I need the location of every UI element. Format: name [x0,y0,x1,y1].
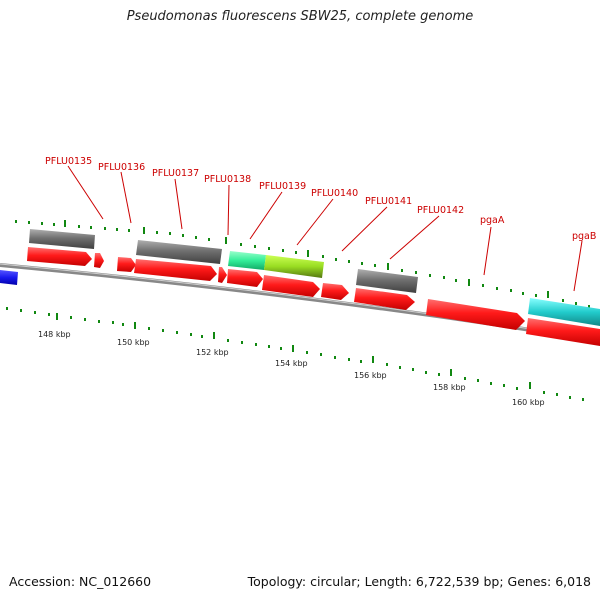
gene-label-pflu0137: PFLU0137 [152,168,199,179]
scale-label-160: 160 kbp [512,398,545,407]
gene-label-pgaa: pgaA [480,215,505,226]
genome-backbone-highlight [0,263,600,341]
feature-gray-1 [29,229,95,249]
cds-arrow-1 [27,247,92,266]
scale-label-148: 148 kbp [38,330,71,339]
cds-arrow-3 [117,257,136,272]
cds-arrow-8 [321,283,349,300]
cds-arrow-4 [134,259,217,281]
leader-pflu0139 [249,191,283,240]
feature-gray-3 [356,269,418,293]
cds-arrow-5 [218,267,227,283]
scale-label-152: 152 kbp [196,348,229,357]
leader-pflu0142 [389,215,440,260]
cds-arrows [27,247,600,346]
scale-label-150: 150 kbp [117,338,150,347]
leader-pgab [573,240,583,292]
cds-arrow-10 [426,299,525,330]
feature-cyan [528,298,600,326]
gene-label-pflu0138: PFLU0138 [204,174,251,185]
feature-lime [264,255,324,278]
gene-label-pflu0141: PFLU0141 [365,196,412,207]
leader-pflu0135 [67,165,104,220]
leader-pflu0137 [174,178,183,230]
gene-label-pflu0139: PFLU0139 [259,181,306,192]
cds-arrow-11 [526,318,600,346]
scale-label-158: 158 kbp [433,383,466,392]
genome-title: Pseudomonas fluorescens SBW25, complete … [126,9,474,24]
cds-arrow-2 [94,253,104,268]
gene-label-pflu0136: PFLU0136 [98,162,145,173]
feature-gray-2 [136,240,222,264]
cds-arrow-9 [354,288,415,310]
leader-pflu0141 [341,206,388,252]
gene-label-pflu0135: PFLU0135 [45,156,92,167]
gene-label-pflu0142: PFLU0142 [417,205,464,216]
scale-label-156: 156 kbp [354,371,387,380]
leader-pgaa [483,226,492,276]
leader-pflu0136 [120,171,132,224]
gray-features [29,229,418,293]
leader-pflu0138 [227,184,230,236]
outer-tick-ring [15,220,590,308]
gene-label-pflu0140: PFLU0140 [311,188,358,199]
leader-pflu0140 [296,198,334,246]
gene-labels: PFLU0135 PFLU0136 PFLU0137 PFLU0138 PFLU… [45,156,596,242]
gene-label-pgab: pgaB [572,231,596,242]
inner-tick-ring [6,307,584,401]
cds-arrow-6 [227,269,263,287]
cds-arrow-7 [262,275,320,297]
feature-blue [0,270,18,285]
feature-green [228,251,266,270]
scale-labels: 148 kbp 150 kbp 152 kbp 154 kbp 156 kbp … [38,330,545,407]
genome-backbone [0,263,600,343]
genome-info-text: Topology: circular; Length: 6,722,539 bp… [247,574,591,589]
scale-label-154: 154 kbp [275,359,308,368]
label-leaders [67,165,583,292]
accession-text: Accession: NC_012660 [9,574,152,589]
